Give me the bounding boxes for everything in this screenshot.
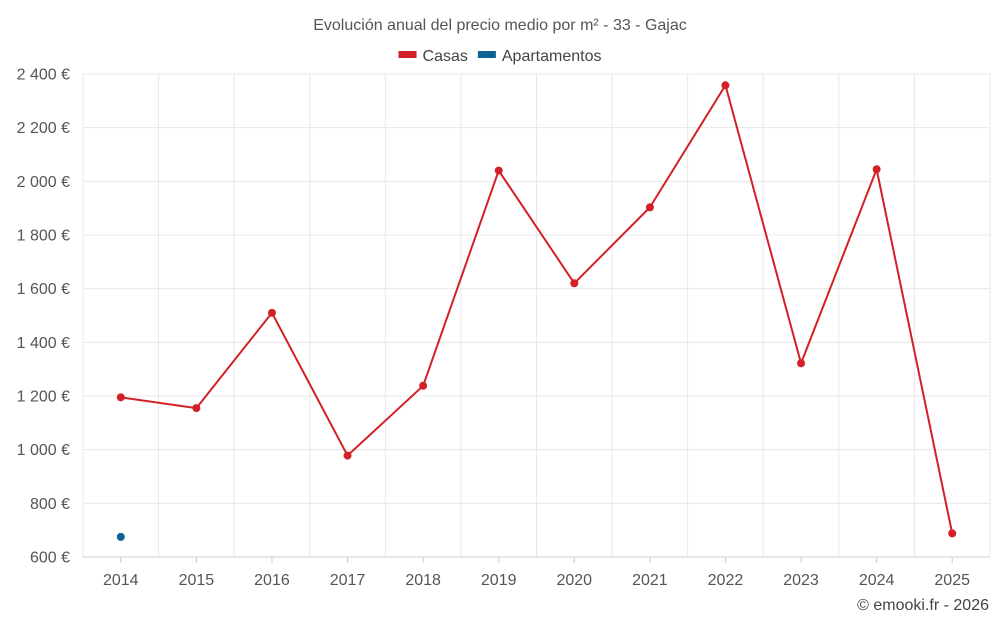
x-tick-label: 2014	[103, 572, 139, 589]
legend-label: Apartamentos	[502, 48, 602, 65]
y-tick-label: 1 400 €	[17, 335, 70, 352]
y-tick-label: 1 200 €	[17, 389, 70, 406]
y-tick-label: 2 200 €	[17, 120, 70, 137]
x-tick-label: 2015	[179, 572, 215, 589]
data-point[interactable]	[872, 165, 881, 174]
x-tick-label: 2025	[934, 572, 970, 589]
x-tick-label: 2023	[783, 572, 819, 589]
x-tick-label: 2019	[481, 572, 517, 589]
data-point[interactable]	[419, 381, 428, 390]
series-line	[120, 84, 954, 534]
series-casas	[116, 81, 957, 538]
legend-label: Casas	[423, 48, 468, 65]
data-point[interactable]	[116, 532, 125, 541]
data-point[interactable]	[721, 81, 730, 90]
x-tick-label: 2024	[859, 572, 895, 589]
y-tick-label: 600 €	[30, 550, 70, 567]
data-point[interactable]	[343, 451, 352, 460]
data-point[interactable]	[645, 203, 654, 212]
data-point[interactable]	[116, 393, 125, 402]
data-point[interactable]	[192, 404, 201, 413]
legend-swatch[interactable]	[398, 51, 417, 58]
x-tick-label: 2022	[708, 572, 744, 589]
y-tick-label: 1 600 €	[17, 281, 70, 298]
y-tick-label: 1 000 €	[17, 442, 70, 459]
x-tick-label: 2021	[632, 572, 668, 589]
data-point[interactable]	[948, 529, 957, 538]
series-apartamentos	[116, 532, 125, 541]
x-tick-label: 2018	[405, 572, 441, 589]
legend-swatch[interactable]	[477, 51, 496, 58]
data-point[interactable]	[797, 359, 806, 368]
x-tick-label: 2020	[556, 572, 592, 589]
y-tick-label: 2 400 €	[17, 67, 70, 84]
data-point[interactable]	[570, 279, 579, 288]
x-tick-label: 2017	[330, 572, 366, 589]
legend: Casas Apartamentos	[398, 48, 602, 65]
chart-title: Evolución anual del precio medio por m² …	[313, 17, 687, 34]
x-tick-label: 2016	[254, 572, 290, 589]
credit-text: © emooki.fr - 2026	[857, 597, 989, 614]
data-point[interactable]	[267, 308, 276, 317]
data-point[interactable]	[494, 166, 503, 175]
y-tick-label: 800 €	[30, 496, 70, 513]
grid	[82, 73, 991, 557]
axes: 600 € 800 € 1 000 € 1 200 € 1 400 € 1 600 € 1 …	[17, 67, 990, 589]
series-layer	[116, 81, 957, 541]
y-tick-label: 2 000 €	[17, 174, 70, 191]
y-tick-label: 1 800 €	[17, 228, 70, 245]
